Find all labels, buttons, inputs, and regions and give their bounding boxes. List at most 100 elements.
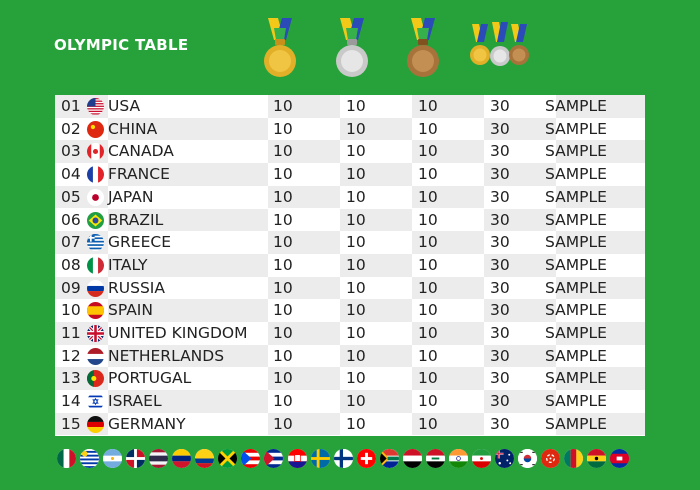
- cell-total: 30: [490, 346, 510, 365]
- cell-gold: 10: [273, 210, 293, 229]
- cell-total: 30: [490, 142, 510, 161]
- canada-flag-icon: [87, 143, 104, 161]
- cell-gold: 10: [273, 324, 293, 342]
- cell-silver: 10: [346, 210, 366, 229]
- puerto-rico-flag-icon: [241, 449, 261, 468]
- hong-kong-flag-icon: [541, 449, 561, 468]
- israel-flag-icon: [87, 393, 104, 411]
- table-row: 04 FRANCE 10 10 10 30 SAMPLE: [55, 163, 645, 186]
- cell-total: 30: [490, 97, 510, 115]
- thailand-flag-icon: [149, 449, 169, 468]
- cell-bronze: 10: [418, 187, 438, 206]
- cell-total: 30: [490, 165, 510, 184]
- cell-silver: 10: [346, 255, 366, 274]
- south-korea-flag-icon: [518, 449, 537, 468]
- south-africa-flag-icon: [379, 449, 399, 468]
- cell-total: 30: [490, 119, 510, 138]
- cell-silver: 10: [346, 346, 366, 365]
- cell-rank: 15: [61, 414, 81, 433]
- switzerland-flag-icon: [356, 449, 376, 468]
- cell-silver: 10: [346, 392, 366, 411]
- cell-rank: 08: [61, 255, 81, 274]
- cell-silver: 10: [346, 233, 366, 252]
- cell-country: NETHERLANDS: [108, 346, 225, 365]
- cell-gold: 10: [273, 392, 293, 411]
- cell-country: ITALY: [108, 255, 148, 274]
- croatia-flag-icon: [287, 449, 307, 468]
- cell-silver: 10: [346, 324, 366, 342]
- cell-silver: 10: [346, 414, 366, 433]
- cell-total: 30: [490, 301, 510, 320]
- cell-note: SAMPLE: [545, 369, 607, 388]
- cell-note: SAMPLE: [545, 301, 607, 320]
- dominican-republic-flag-icon: [126, 449, 146, 468]
- cell-rank: 12: [61, 346, 81, 365]
- cell-bronze: 10: [418, 119, 438, 138]
- cell-note: SAMPLE: [545, 142, 607, 161]
- flag-strip: [0, 449, 700, 473]
- argentina-flag-icon: [103, 449, 123, 468]
- table-row: 15 GERMANY 10 10 10 30 SAMPLE: [55, 412, 645, 436]
- uk-flag-icon: [87, 325, 104, 342]
- cell-gold: 10: [273, 119, 293, 138]
- cell-country: PORTUGAL: [108, 369, 192, 388]
- cell-total: 30: [490, 255, 510, 274]
- cell-gold: 10: [273, 278, 293, 297]
- cell-bronze: 10: [418, 392, 438, 411]
- cell-gold: 10: [273, 255, 293, 274]
- cell-total: 30: [490, 369, 510, 388]
- gold-medal-icon: [264, 18, 296, 77]
- medal-set-icon: [470, 22, 529, 66]
- medal-table: 01 USA 10 10 10 30 SAMPLE 02 CHINA 10 10 10 30 SAMPLE…: [55, 95, 645, 436]
- cell-note: SAMPLE: [545, 233, 607, 252]
- cell-note: SAMPLE: [545, 97, 607, 115]
- cell-rank: 14: [61, 392, 81, 411]
- germany-flag-icon: [87, 415, 104, 433]
- cell-total: 30: [490, 324, 510, 342]
- cell-country: CANADA: [108, 142, 174, 161]
- cell-country: BRAZIL: [108, 210, 164, 229]
- cell-note: SAMPLE: [545, 392, 607, 411]
- cell-bronze: 10: [418, 165, 438, 184]
- cell-gold: 10: [273, 165, 293, 184]
- silver-medal-icon: [336, 18, 368, 77]
- cell-total: 30: [490, 210, 510, 229]
- ghana-flag-icon: [587, 449, 607, 468]
- italy-flag-icon: [87, 256, 104, 274]
- australia-flag-icon: [494, 449, 514, 468]
- table-row: 07 GREECE 10 10 10 30 SAMPLE: [55, 231, 645, 254]
- table-row: 13 PORTUGAL 10 10 10 30 SAMPLE: [55, 367, 645, 391]
- cell-note: SAMPLE: [545, 119, 607, 138]
- cell-country: ISRAEL: [108, 392, 162, 411]
- usa-flag-icon: [87, 98, 104, 115]
- cell-bronze: 10: [418, 369, 438, 388]
- cell-silver: 10: [346, 119, 366, 138]
- france-flag-icon: [87, 166, 104, 184]
- cell-gold: 10: [273, 97, 293, 115]
- cambodia-flag-icon: [610, 449, 630, 468]
- cell-total: 30: [490, 278, 510, 297]
- cell-country: RUSSIA: [108, 278, 165, 297]
- cell-silver: 10: [346, 165, 366, 184]
- table-row: 14 ISRAEL 10 10 10 30 SAMPLE: [55, 390, 645, 413]
- cell-bronze: 10: [418, 233, 438, 252]
- cell-gold: 10: [273, 346, 293, 365]
- cell-silver: 10: [346, 187, 366, 206]
- cell-silver: 10: [346, 369, 366, 388]
- cell-silver: 10: [346, 278, 366, 297]
- cell-country: GERMANY: [108, 414, 186, 433]
- table-row: 11 UNITED KINGDOM 10 10 10 30 SAMPLE: [55, 322, 645, 345]
- cell-rank: 06: [61, 210, 81, 229]
- colombia-flag-icon: [195, 449, 215, 468]
- uruguay-flag-icon: [80, 449, 100, 468]
- cell-rank: 13: [61, 369, 81, 388]
- iran-flag-icon: [471, 449, 491, 468]
- cell-rank: 04: [61, 165, 81, 184]
- cell-country: GREECE: [108, 233, 171, 252]
- cell-bronze: 10: [418, 97, 438, 115]
- cell-gold: 10: [273, 301, 293, 320]
- cell-note: SAMPLE: [545, 278, 607, 297]
- cell-country: USA: [108, 97, 141, 115]
- cell-rank: 03: [61, 142, 81, 161]
- cell-total: 30: [490, 187, 510, 206]
